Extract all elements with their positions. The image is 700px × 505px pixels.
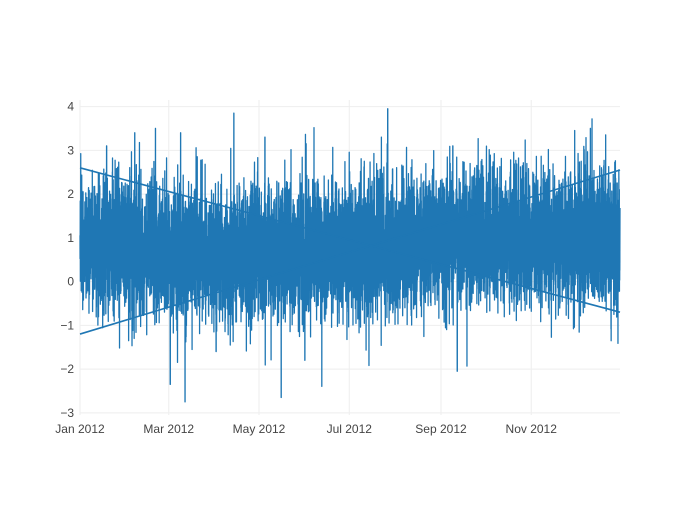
x-tick-label: Jan 2012 bbox=[55, 422, 105, 436]
y-tick-label: 3 bbox=[67, 143, 74, 157]
x-tick-label: Mar 2012 bbox=[143, 422, 194, 436]
x-tick-label: Jul 2012 bbox=[327, 422, 373, 436]
x-tick-label: Nov 2012 bbox=[506, 422, 558, 436]
y-tick-label: 0 bbox=[67, 275, 74, 289]
y-tick-label: −2 bbox=[60, 362, 74, 376]
y-tick-label: −3 bbox=[60, 406, 74, 420]
series-line bbox=[79, 108, 621, 403]
series-layer bbox=[79, 108, 621, 403]
axes: 4 3 2 1 0 −1 −2 −3 Jan 2012 Mar 2012 May 2012 Jul 2… bbox=[55, 100, 557, 436]
x-tick-label: May 2012 bbox=[233, 422, 286, 436]
series-wrap-segment bbox=[79, 167, 621, 313]
y-tick-label: 1 bbox=[67, 231, 74, 245]
y-tick-label: −1 bbox=[60, 318, 74, 332]
series-wrap-segment bbox=[79, 169, 621, 335]
x-tick-label: Sep 2012 bbox=[415, 422, 467, 436]
y-tick-label: 2 bbox=[67, 187, 74, 201]
y-tick-label: 4 bbox=[67, 100, 74, 114]
